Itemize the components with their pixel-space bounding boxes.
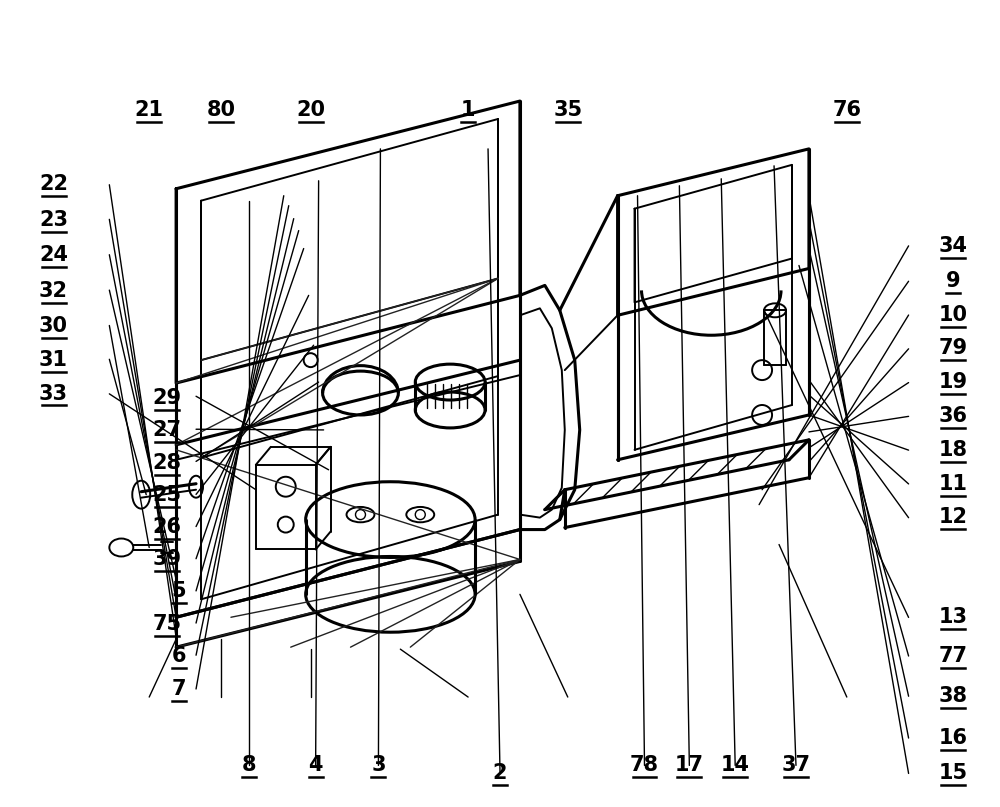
Text: 78: 78 xyxy=(630,755,659,775)
Text: 75: 75 xyxy=(153,613,182,633)
Text: 25: 25 xyxy=(153,485,182,505)
Text: 77: 77 xyxy=(939,646,968,666)
Text: 37: 37 xyxy=(781,755,810,775)
Text: 33: 33 xyxy=(39,383,68,404)
Text: 24: 24 xyxy=(39,245,68,266)
Text: 31: 31 xyxy=(39,349,68,370)
Text: 32: 32 xyxy=(39,281,68,300)
Text: 30: 30 xyxy=(39,316,68,336)
Circle shape xyxy=(355,510,365,520)
Text: 9: 9 xyxy=(946,271,961,291)
Text: 13: 13 xyxy=(939,607,968,627)
Text: 2: 2 xyxy=(493,763,507,783)
Text: 6: 6 xyxy=(172,646,186,666)
Text: 8: 8 xyxy=(242,755,256,775)
Text: 20: 20 xyxy=(296,100,325,120)
Text: 19: 19 xyxy=(939,372,968,392)
Circle shape xyxy=(752,405,772,425)
Text: 12: 12 xyxy=(939,508,968,527)
Text: 23: 23 xyxy=(39,210,68,230)
Text: 1: 1 xyxy=(461,100,475,120)
Text: 17: 17 xyxy=(675,755,704,775)
Text: 80: 80 xyxy=(206,100,235,120)
Text: 29: 29 xyxy=(153,387,182,408)
Circle shape xyxy=(752,360,772,380)
Text: 18: 18 xyxy=(939,440,968,460)
Text: 5: 5 xyxy=(172,581,186,601)
Text: 21: 21 xyxy=(135,100,164,120)
Text: 4: 4 xyxy=(308,755,323,775)
Text: 34: 34 xyxy=(939,236,968,256)
Text: 28: 28 xyxy=(153,453,182,473)
Text: 11: 11 xyxy=(939,474,968,494)
Text: 39: 39 xyxy=(153,550,182,569)
Text: 27: 27 xyxy=(153,420,182,441)
Text: 10: 10 xyxy=(939,305,968,324)
Circle shape xyxy=(415,510,425,520)
Text: 26: 26 xyxy=(153,517,182,537)
Text: 38: 38 xyxy=(939,686,968,706)
Text: 16: 16 xyxy=(939,728,968,748)
Text: 3: 3 xyxy=(371,755,386,775)
Text: 79: 79 xyxy=(939,338,968,358)
Text: 15: 15 xyxy=(939,763,968,783)
Text: 14: 14 xyxy=(721,755,750,775)
Text: 36: 36 xyxy=(939,406,968,426)
Text: 7: 7 xyxy=(172,679,186,700)
Text: 22: 22 xyxy=(39,174,68,194)
Text: 76: 76 xyxy=(832,100,861,120)
Text: 35: 35 xyxy=(553,100,582,120)
